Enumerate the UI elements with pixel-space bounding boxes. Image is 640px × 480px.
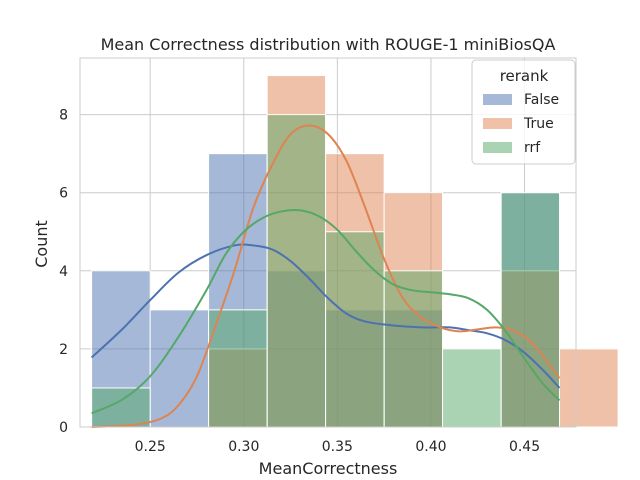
legend-swatch-rrf <box>483 142 512 153</box>
kde-line-false <box>90 243 561 389</box>
kde-line-rrf <box>91 208 561 415</box>
series-rrf-bars <box>91 114 561 428</box>
kde-curves <box>90 124 561 428</box>
bar-rrf-5 <box>383 270 444 428</box>
y-tick-label-0: 0 <box>59 420 68 436</box>
bar-rrf-3 <box>266 114 327 428</box>
y-tick-label-2: 4 <box>59 264 68 280</box>
x-axis-ticks: 0.25 0.30 0.35 0.40 0.45 <box>135 439 541 455</box>
legend-box <box>471 59 576 165</box>
kde-line-true <box>91 124 561 428</box>
bar-rrf-6 <box>442 348 502 428</box>
legend-title: rerank <box>500 67 549 85</box>
bar-false-1 <box>149 309 210 428</box>
plot-frame <box>79 57 577 428</box>
y-tick-label-3: 6 <box>59 186 68 202</box>
y-tick-label-1: 2 <box>59 342 68 358</box>
y-tick-label-4: 8 <box>59 108 68 124</box>
legend-swatch-true <box>483 118 512 129</box>
bar-rrf-2 <box>208 309 268 428</box>
y-axis-label: Count <box>32 220 51 268</box>
legend-label-rrf: rrf <box>524 140 541 156</box>
x-tick-label-3: 0.40 <box>415 439 446 455</box>
x-tick-label-4: 0.45 <box>509 439 540 455</box>
bar-rrf-7 <box>500 192 561 428</box>
x-axis-label: MeanCorrectness <box>259 459 398 478</box>
bar-rrf-0 <box>91 387 151 428</box>
y-axis-ticks: 0 2 4 6 8 <box>59 108 68 436</box>
x-tick-label-2: 0.35 <box>322 439 353 455</box>
legend: rerank False True rrf <box>471 59 576 165</box>
legend-label-false: False <box>524 92 559 108</box>
chart-title: Mean Correctness distribution with ROUGE… <box>101 35 556 54</box>
x-tick-label-1: 0.30 <box>228 439 259 455</box>
x-tick-label-0: 0.25 <box>135 439 166 455</box>
legend-swatch-false <box>483 94 512 105</box>
bar-rrf-4 <box>325 231 385 428</box>
bar-true-8 <box>559 348 619 428</box>
legend-label-true: True <box>523 116 554 132</box>
